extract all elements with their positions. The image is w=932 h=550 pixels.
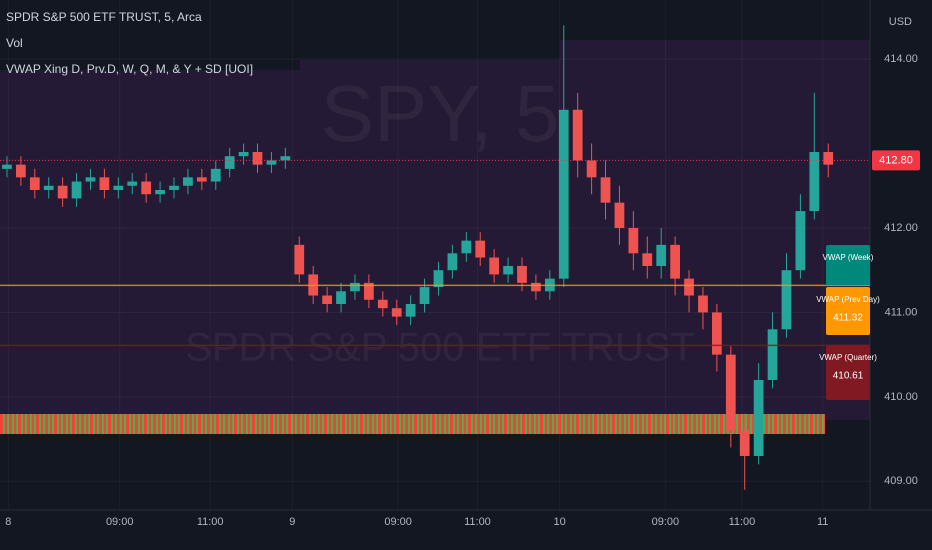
candle-body bbox=[642, 253, 653, 266]
axis-unit: USD bbox=[889, 16, 912, 28]
candle-body bbox=[336, 291, 346, 304]
candle-body bbox=[725, 354, 736, 431]
candle-body bbox=[16, 164, 26, 178]
x-tick-label: 10 bbox=[553, 516, 565, 528]
candle-body bbox=[266, 160, 277, 165]
candle-body bbox=[823, 151, 834, 165]
candle-body bbox=[29, 177, 40, 190]
y-tick-label: 412.00 bbox=[884, 222, 918, 234]
indicator-vol: Vol bbox=[6, 36, 23, 50]
candle-body bbox=[475, 240, 486, 258]
candle-body bbox=[433, 270, 444, 288]
vwap-name: VWAP (Prev Day) bbox=[816, 295, 880, 304]
chart-title: SPDR S&P 500 ETF TRUST, 5, Arca bbox=[6, 10, 202, 24]
candle-body bbox=[57, 185, 68, 199]
y-tick-label: 414.00 bbox=[884, 53, 918, 65]
x-tick-label: 11:00 bbox=[729, 516, 756, 528]
x-tick-label: 11 bbox=[817, 516, 828, 528]
x-tick-label: 09:00 bbox=[384, 516, 412, 528]
candle-body bbox=[364, 282, 374, 300]
band-shading bbox=[0, 40, 870, 420]
vwap-box bbox=[826, 345, 870, 400]
candle-body bbox=[517, 265, 527, 283]
candle-body bbox=[350, 282, 360, 292]
last-price-box bbox=[872, 150, 920, 171]
x-tick-label: 09:00 bbox=[106, 516, 134, 528]
candle-body bbox=[43, 185, 54, 190]
vwap-name: VWAP (Quarter) bbox=[819, 353, 877, 362]
candle-body bbox=[698, 295, 708, 313]
vwap-box bbox=[826, 245, 870, 285]
candle-body bbox=[405, 303, 416, 317]
vwap-name: VWAP (Week) bbox=[823, 253, 874, 262]
indicator-vwap: VWAP Xing D, Prv.D, W, Q, M, & Y + SD [U… bbox=[6, 62, 253, 76]
candle-body bbox=[210, 168, 221, 182]
candle-body bbox=[196, 177, 207, 182]
watermark-symbol: SPY, 5 bbox=[321, 69, 560, 158]
candle-body bbox=[586, 160, 597, 178]
candle-body bbox=[447, 253, 458, 271]
candle-body bbox=[712, 312, 722, 355]
candle-body bbox=[155, 189, 165, 195]
last-price-label: 412.80 bbox=[879, 154, 913, 166]
vwap-value: 410.61 bbox=[833, 371, 864, 382]
candle-body bbox=[419, 287, 430, 304]
x-tick-label: 9 bbox=[289, 516, 295, 528]
candle-body bbox=[113, 185, 124, 190]
vwap-value: 411.32 bbox=[833, 313, 863, 324]
candle-body bbox=[753, 379, 764, 456]
candle-body bbox=[600, 177, 611, 203]
candle-body bbox=[558, 109, 569, 279]
candle-body bbox=[489, 257, 500, 275]
watermark-name: SPDR S&P 500 ETF TRUST bbox=[185, 326, 695, 370]
candle-body bbox=[99, 177, 110, 190]
candle-body bbox=[238, 151, 249, 157]
candle-body bbox=[809, 151, 820, 212]
y-tick-label: 410.00 bbox=[884, 391, 918, 403]
candle-body bbox=[252, 151, 263, 165]
candle-body bbox=[531, 282, 541, 292]
x-tick-label: 11:00 bbox=[197, 516, 224, 528]
candle-body bbox=[127, 181, 138, 186]
candle-body bbox=[572, 109, 583, 161]
candle-body bbox=[461, 240, 472, 254]
candle-body bbox=[670, 244, 680, 279]
candle-body bbox=[739, 430, 750, 456]
vwap-box bbox=[826, 287, 870, 335]
candle-body bbox=[224, 156, 235, 169]
volume-strip bbox=[0, 414, 825, 434]
candle-body bbox=[322, 295, 332, 304]
candle-body bbox=[614, 202, 625, 228]
candle-body bbox=[2, 164, 12, 169]
candle-body bbox=[85, 177, 96, 182]
candle-body bbox=[183, 177, 193, 186]
candle-body bbox=[795, 211, 806, 271]
candle-body bbox=[767, 329, 778, 380]
x-tick-label: 8 bbox=[5, 516, 11, 528]
candle-body bbox=[141, 181, 152, 195]
candle-body bbox=[294, 244, 305, 275]
candle-body bbox=[781, 270, 792, 330]
x-tick-label: 09:00 bbox=[652, 516, 680, 528]
candle-body bbox=[169, 185, 179, 190]
candle-body bbox=[656, 244, 667, 266]
y-tick-label: 411.00 bbox=[885, 306, 918, 318]
candle-body bbox=[71, 181, 82, 199]
candle-body bbox=[280, 156, 291, 161]
candle-body bbox=[377, 299, 388, 309]
candle-body bbox=[628, 227, 639, 254]
candle-body bbox=[684, 278, 694, 296]
candle-body bbox=[503, 265, 513, 275]
plot bbox=[0, 25, 870, 490]
candle-body bbox=[391, 308, 402, 317]
x-tick-label: 11:00 bbox=[464, 516, 491, 528]
y-tick-label: 409.00 bbox=[884, 475, 918, 487]
